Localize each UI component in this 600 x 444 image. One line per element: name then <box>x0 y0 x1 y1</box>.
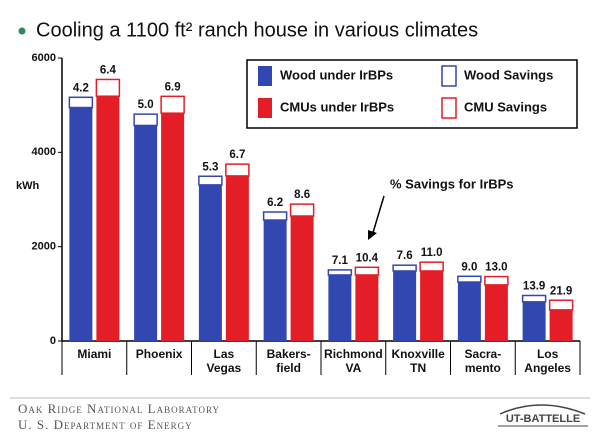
legend-label: Wood Savings <box>464 67 553 82</box>
legend-label: CMUs under IrBPs <box>280 99 394 114</box>
bar <box>225 175 249 341</box>
x-tick-label: Bakers-field <box>267 347 311 375</box>
bullet <box>18 27 26 35</box>
x-tick-label: Miami <box>77 347 111 361</box>
legend-swatch <box>441 97 457 119</box>
annotation: % Savings for IrBPs <box>390 176 514 191</box>
y-tick-label: 2000 <box>32 241 56 253</box>
chart-title: Cooling a 1100 ft² ranch house in variou… <box>36 19 478 41</box>
bar <box>290 216 314 341</box>
value-label: 6.2 <box>267 197 283 209</box>
legend-label: Wood under IrBPs <box>280 67 393 82</box>
bar <box>161 113 185 341</box>
savings-bar <box>548 299 574 311</box>
value-label: 13.0 <box>485 262 507 274</box>
bar <box>484 284 508 341</box>
footer-line: U. S. Department of Energy <box>18 417 193 432</box>
savings-bar <box>484 275 509 286</box>
bar <box>549 309 573 341</box>
savings-bar <box>262 211 288 221</box>
logo-arc <box>499 404 586 415</box>
x-tick-label: Los Angeles <box>524 347 571 375</box>
value-label: 10.4 <box>356 252 379 264</box>
x-tick-label: Knoxville TN <box>391 347 445 375</box>
bar <box>198 184 222 341</box>
x-tick-label: Richmond VA <box>324 347 383 375</box>
x-tick-label: Phoenix <box>136 347 183 361</box>
bar <box>69 107 93 342</box>
value-label: 13.9 <box>523 281 545 293</box>
x-tick-label: Las Vegas <box>207 347 242 375</box>
value-label: 11.0 <box>421 247 443 259</box>
logo: UT-BATTELLE <box>506 413 580 425</box>
y-axis-label: kWh <box>16 180 40 192</box>
value-label: 9.0 <box>461 261 477 273</box>
bar <box>263 220 287 341</box>
value-label: 5.0 <box>138 99 154 111</box>
bar <box>393 270 417 341</box>
bar <box>355 274 379 341</box>
legend-swatch <box>258 98 272 118</box>
legend-swatch <box>441 65 457 87</box>
y-tick-label: 6000 <box>32 52 56 64</box>
footer-line: Oak Ridge National Laboratory <box>18 401 220 416</box>
annotation-arrow <box>371 195 385 237</box>
legend-swatch <box>258 66 272 86</box>
bar <box>420 270 444 341</box>
legend-label: CMU Savings <box>464 99 547 114</box>
savings-bar <box>457 275 482 283</box>
value-label: 7.1 <box>332 255 349 267</box>
legend-box <box>246 59 578 129</box>
value-label: 6.9 <box>165 81 181 93</box>
savings-bar <box>289 203 315 217</box>
savings-bar <box>133 113 158 127</box>
bar <box>96 96 120 341</box>
value-label: 6.4 <box>100 64 117 76</box>
bar <box>457 282 481 341</box>
y-tick-label: 4000 <box>32 146 56 158</box>
x-tick-label: Sacra-mento <box>465 347 502 375</box>
y-tick-label: 0 <box>50 335 56 347</box>
value-label: 8.6 <box>294 189 310 201</box>
arrow-head <box>368 230 377 240</box>
savings-bar <box>327 269 353 276</box>
value-label: 5.3 <box>202 161 218 173</box>
value-label: 4.2 <box>73 82 89 94</box>
savings-bar <box>521 294 547 303</box>
savings-bar <box>198 175 223 186</box>
savings-bar <box>225 163 250 177</box>
savings-bar <box>419 261 444 272</box>
savings-bar <box>160 95 185 114</box>
value-label: 21.9 <box>550 285 572 297</box>
value-label: 6.7 <box>229 149 245 161</box>
bar <box>328 274 352 341</box>
savings-bar <box>392 264 417 272</box>
savings-bar <box>354 266 380 276</box>
bar <box>134 125 158 341</box>
value-label: 7.6 <box>397 250 413 262</box>
savings-bar <box>68 96 94 109</box>
savings-bar <box>95 78 121 97</box>
bar <box>522 301 546 341</box>
